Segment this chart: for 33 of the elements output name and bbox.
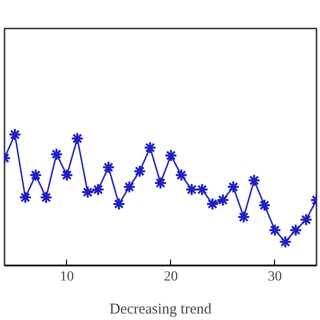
point: [226, 180, 240, 194]
point: [154, 176, 167, 190]
point: [237, 210, 250, 224]
point: [300, 213, 313, 226]
x-tick-label: 30: [268, 270, 282, 284]
x-axis-title: Decreasing trend: [109, 302, 212, 318]
x-tick-label: 10: [60, 270, 74, 284]
point: [185, 183, 198, 196]
point: [102, 160, 115, 174]
point: [289, 224, 302, 237]
point: [278, 235, 292, 248]
point: [60, 168, 74, 182]
point: [40, 190, 53, 204]
point: [50, 148, 63, 161]
point: [112, 197, 126, 210]
point: [81, 186, 94, 199]
point: [206, 197, 219, 210]
point: [70, 132, 84, 145]
point: [133, 164, 146, 178]
point: [18, 190, 32, 204]
point: [8, 128, 22, 142]
point: [164, 149, 178, 162]
point: [268, 224, 282, 237]
x-tick-label: 20: [164, 270, 178, 284]
point: [258, 198, 271, 212]
point: [144, 141, 157, 154]
point: [216, 194, 230, 207]
point: [92, 183, 105, 196]
point: [174, 168, 188, 182]
point: [248, 174, 261, 187]
point: [29, 168, 42, 182]
point: [196, 183, 209, 196]
point: [122, 180, 136, 194]
